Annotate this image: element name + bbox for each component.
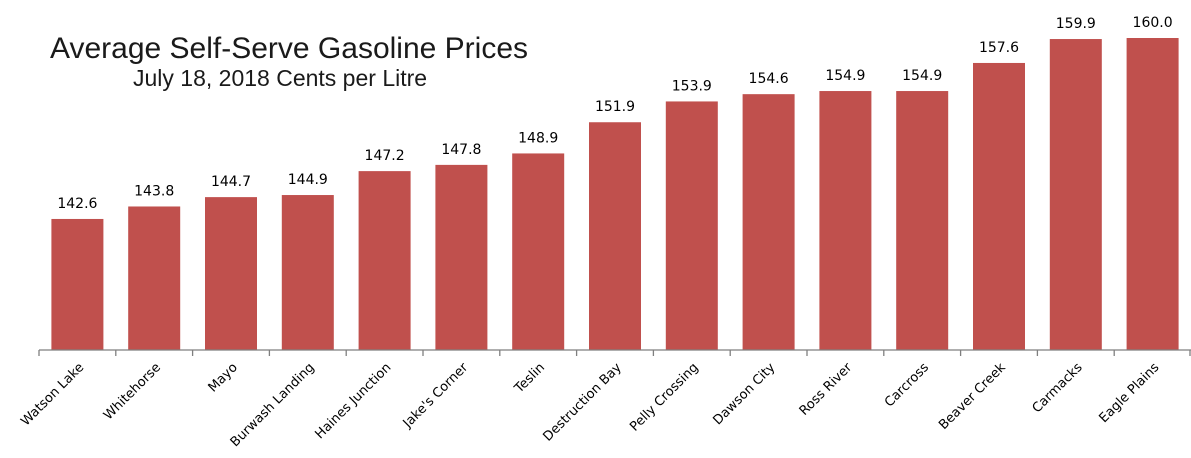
bar-beaver-creek: [973, 62, 1025, 351]
x-tick-label-pelly-crossing: Pelly Crossing: [627, 360, 701, 434]
bar-watson-lake: [51, 218, 104, 350]
chart-subtitle: July 18, 2018 Cents per Litre: [133, 65, 427, 91]
data-label-carmacks: 159.9: [1056, 16, 1096, 32]
data-label-carcross: 154.9: [902, 68, 942, 84]
x-tick-label-jake-s-corner: Jake's Corner: [400, 360, 472, 432]
x-tick-label-haines-junction: Haines Junction: [313, 360, 395, 442]
x-axis: [38, 349, 1191, 356]
data-label-destruction-bay: 151.9: [595, 99, 635, 115]
bar-jake-s-corner: [435, 164, 488, 350]
bar-eagle-plains: [1126, 38, 1179, 350]
data-label-jake-s-corner: 147.8: [441, 142, 481, 158]
x-tick-label-ross-river: Ross River: [797, 360, 856, 419]
bar-ross-river: [819, 91, 872, 350]
data-label-ross-river: 154.9: [825, 68, 865, 84]
bar-carmacks: [1049, 39, 1102, 350]
bar-teslin: [512, 153, 565, 350]
x-tick-label-watson-lake: Watson Lake: [18, 360, 87, 429]
x-tick-label-carmacks: Carmacks: [1030, 360, 1086, 416]
bars-layer: [51, 38, 1179, 351]
bar-dawson-city: [742, 94, 795, 350]
x-tick-label-beaver-creek: Beaver Creek: [936, 360, 1009, 433]
data-label-burwash-landing: 144.9: [288, 172, 328, 188]
x-tick-label-mayo: Mayo: [206, 360, 241, 395]
value-labels-layer: 142.6 143.8 144.7 144.9 147.2 147.8 148.9 151.9…: [57, 15, 1172, 212]
data-label-haines-junction: 147.2: [365, 148, 405, 164]
x-tick-label-carcross: Carcross: [882, 360, 932, 410]
x-tick-label-destruction-bay: Destruction Bay: [541, 360, 626, 445]
data-label-beaver-creek: 157.6: [979, 40, 1019, 56]
data-label-eagle-plains: 160.0: [1133, 15, 1173, 31]
bar-carcross: [896, 91, 949, 350]
bar-whitehorse: [128, 206, 181, 350]
data-label-dawson-city: 154.6: [749, 71, 789, 87]
bar-mayo: [205, 197, 257, 350]
x-tick-label-burwash-landing: Burwash Landing: [228, 360, 318, 450]
bar-haines-junction: [358, 171, 411, 350]
x-tick-label-eagle-plains: Eagle Plains: [1097, 360, 1163, 426]
data-label-pelly-crossing: 153.9: [672, 78, 712, 94]
data-label-whitehorse: 143.8: [134, 183, 174, 199]
bar-destruction-bay: [589, 122, 641, 351]
data-label-watson-lake: 142.6: [57, 196, 97, 212]
x-tick-label-teslin: Teslin: [511, 360, 548, 397]
bar-burwash-landing: [281, 195, 334, 350]
data-label-teslin: 148.9: [518, 130, 558, 146]
bar-pelly-crossing: [665, 101, 718, 350]
x-tick-label-dawson-city: Dawson City: [710, 360, 778, 428]
chart-title: Average Self-Serve Gasoline Prices: [50, 32, 528, 65]
x-tick-label-whitehorse: Whitehorse: [101, 360, 164, 423]
data-label-mayo: 144.7: [211, 174, 251, 190]
